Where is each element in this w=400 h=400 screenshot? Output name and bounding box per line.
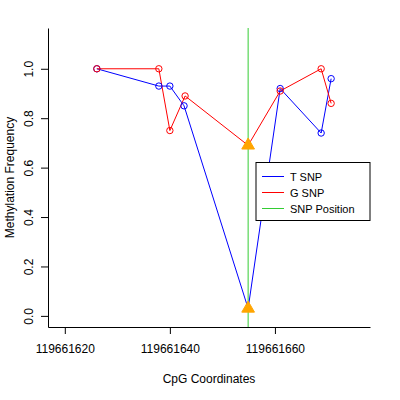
series-point bbox=[181, 103, 187, 109]
legend-swatch bbox=[262, 176, 284, 177]
x-tick-label: 119661660 bbox=[246, 342, 306, 356]
series-point bbox=[242, 301, 255, 312]
y-axis-title: Methylation Frequency bbox=[3, 117, 17, 238]
series-point bbox=[318, 66, 324, 72]
series-point bbox=[156, 83, 162, 89]
y-tick: 0.2 bbox=[22, 258, 48, 275]
x-tick: 119661660 bbox=[246, 327, 306, 356]
y-tick-mark bbox=[41, 217, 48, 218]
series-point bbox=[167, 83, 173, 89]
series-point bbox=[328, 75, 334, 81]
y-tick-mark bbox=[41, 316, 48, 317]
legend-label: T SNP bbox=[290, 171, 322, 183]
series-point bbox=[167, 127, 173, 133]
y-tick-mark bbox=[41, 69, 48, 70]
y-tick: 0.4 bbox=[22, 209, 48, 226]
x-tick-mark bbox=[170, 327, 171, 334]
y-tick-label: 0.2 bbox=[22, 258, 36, 275]
x-tick: 119661640 bbox=[141, 327, 201, 356]
y-tick-label: 0.0 bbox=[22, 308, 36, 325]
series-point bbox=[242, 138, 255, 149]
y-axis-line bbox=[48, 29, 49, 328]
x-axis-title: CpG Coordinates bbox=[163, 372, 256, 386]
x-tick-label: 119661640 bbox=[141, 342, 201, 356]
chart: 1196616201196616401196616600.00.20.40.60… bbox=[0, 0, 400, 400]
y-tick: 0.8 bbox=[22, 110, 48, 127]
legend-box bbox=[256, 163, 370, 221]
snp-position-line bbox=[248, 28, 249, 327]
legend-swatch bbox=[262, 208, 284, 209]
legend-label: G SNP bbox=[290, 187, 324, 199]
plot-area bbox=[94, 28, 335, 327]
x-axis: 119661620 119661640 119661660 bbox=[36, 327, 371, 356]
legend-label: SNP Position bbox=[290, 203, 355, 215]
legend-swatch bbox=[262, 192, 284, 193]
legend: T SNP G SNP SNP Position bbox=[256, 163, 370, 221]
y-axis: 0.0 0.2 0.4 0.6 0.8 1.0 bbox=[22, 29, 49, 328]
series-point bbox=[94, 66, 100, 72]
y-tick-label: 0.4 bbox=[22, 209, 36, 226]
y-tick-mark bbox=[41, 118, 48, 119]
series-line bbox=[97, 69, 331, 146]
series-point bbox=[156, 66, 162, 72]
x-tick-mark bbox=[275, 327, 276, 334]
series-point bbox=[318, 130, 324, 136]
series-point bbox=[328, 100, 334, 106]
y-tick-label: 0.8 bbox=[22, 110, 36, 127]
y-tick: 0.6 bbox=[22, 159, 48, 176]
y-tick: 0.0 bbox=[22, 308, 48, 325]
series-point bbox=[277, 88, 283, 94]
y-tick-mark bbox=[41, 168, 48, 169]
x-tick: 119661620 bbox=[36, 327, 96, 356]
y-tick-mark bbox=[41, 266, 48, 267]
y-tick-label: 1.0 bbox=[22, 61, 36, 78]
x-axis-line bbox=[49, 327, 371, 328]
y-tick-label: 0.6 bbox=[22, 159, 36, 176]
x-tick-label: 119661620 bbox=[36, 342, 96, 356]
series-point bbox=[182, 93, 188, 99]
series-line bbox=[97, 69, 331, 309]
x-tick-mark bbox=[65, 327, 66, 334]
y-tick: 1.0 bbox=[22, 61, 48, 78]
series-point bbox=[94, 66, 100, 72]
